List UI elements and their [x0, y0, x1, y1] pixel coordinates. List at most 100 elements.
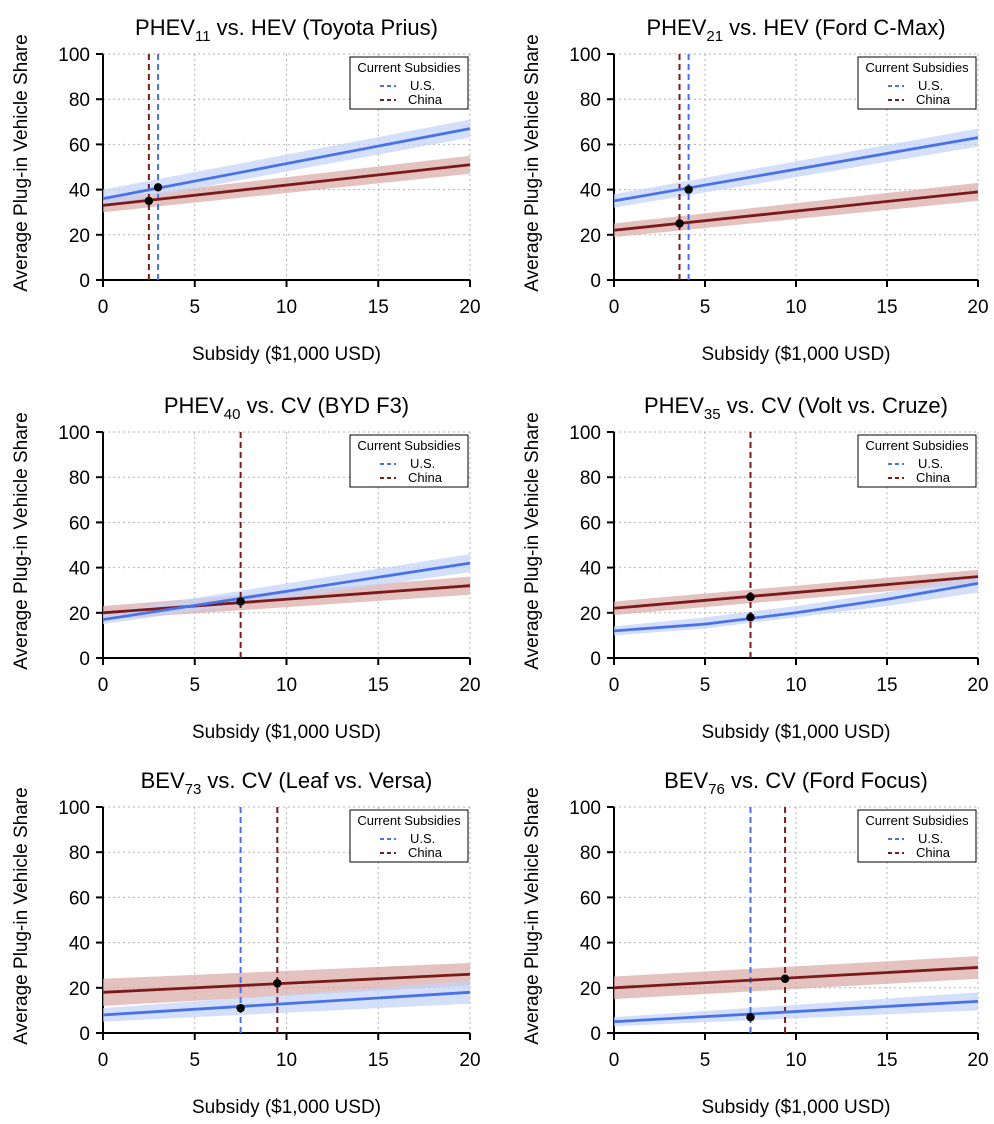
x-axis-label: Subsidy ($1,000 USD) [701, 722, 890, 743]
subsidy-marker [746, 613, 755, 622]
y-tick-label: 0 [79, 649, 90, 670]
x-tick-label: 0 [609, 297, 620, 318]
y-tick-label: 20 [580, 604, 601, 625]
y-tick-label: 100 [58, 798, 90, 819]
x-tick-label: 0 [609, 1050, 620, 1071]
legend-us-label: U.S. [918, 831, 943, 846]
y-axis-label: Average Plug-in Vehicle Share [522, 787, 543, 1044]
x-axis-label: Subsidy ($1,000 USD) [192, 722, 381, 743]
subsidy-marker [144, 196, 154, 206]
y-tick-label: 60 [580, 888, 601, 909]
chart-title-main: PHEV [135, 15, 195, 40]
us-series-line [102, 127, 471, 201]
chart-panel-6: 0 5 10 15 20 0 20 40 60 80 100 Subsidy ($1,000 USD)… [522, 768, 989, 1118]
china-series-line [613, 190, 979, 232]
y-tick-label: 80 [580, 468, 601, 489]
legend: Current Subsidies U.S.China [857, 434, 977, 488]
legend-box [349, 809, 469, 863]
legend-box [857, 56, 977, 110]
x-tick-label: 0 [609, 675, 620, 696]
x-tick-label: 5 [700, 297, 711, 318]
y-tick-label: 0 [590, 649, 601, 670]
legend-us-label: U.S. [410, 78, 435, 93]
y-tick-label: 100 [58, 423, 90, 444]
y-tick-label: 20 [69, 979, 90, 1000]
subsidy-marker [746, 592, 755, 602]
chart-title: PHEV35 vs. CV (Volt vs. Cruze) [644, 393, 948, 423]
y-tick-label: 60 [580, 513, 601, 534]
us-confidence-band [614, 574, 978, 636]
x-axis-label: Subsidy ($1,000 USD) [701, 344, 890, 365]
legend-china-label: China [916, 470, 951, 485]
x-tick-label: 10 [276, 1050, 297, 1071]
legend-us-label: U.S. [918, 78, 943, 93]
x-tick-label: 20 [967, 1050, 988, 1071]
china-series-line [613, 575, 979, 610]
china-series-line [102, 972, 471, 994]
subsidy-marker [684, 185, 693, 194]
chart-title-main: BEV [664, 768, 708, 793]
y-tick-label: 20 [69, 604, 90, 625]
chart-title: PHEV21 vs. HEV (Ford C-Max) [646, 15, 945, 45]
chart-title: BEV76 vs. CV (Ford Focus) [664, 768, 928, 798]
x-tick-label: 15 [368, 675, 389, 696]
chart-title-subscript: 11 [195, 28, 211, 45]
y-tick-label: 20 [580, 979, 601, 1000]
y-tick-label: 0 [590, 271, 601, 292]
chart-panel-4: 0 5 10 15 20 0 20 40 60 80 100 Subsidy ($1,000 USD)… [522, 393, 989, 743]
legend-china-label: China [916, 92, 951, 107]
chart-title-main: PHEV [164, 393, 224, 418]
legend-title: Current Subsidies [865, 438, 969, 453]
us-series-line [613, 136, 979, 203]
legend: Current Subsidies U.S.China [857, 809, 977, 863]
legend-us-label: U.S. [918, 456, 943, 471]
x-tick-label: 5 [700, 1050, 711, 1071]
chart-title-subscript: 76 [708, 781, 725, 798]
x-tick-label: 0 [98, 1050, 109, 1071]
x-tick-label: 20 [459, 297, 480, 318]
legend-title: Current Subsidies [865, 60, 969, 75]
us-series-line [102, 561, 471, 621]
chart-panel-5: 0 5 10 15 20 0 20 40 60 80 100 Subsidy ($1,000 USD)… [11, 768, 481, 1118]
x-tick-label: 10 [276, 675, 297, 696]
legend-title: Current Subsidies [357, 813, 461, 828]
legend-title: Current Subsidies [357, 438, 461, 453]
legend-us-label: U.S. [410, 456, 435, 471]
chart-title: PHEV40 vs. CV (BYD F3) [164, 393, 409, 423]
legend-china-label: China [916, 845, 951, 860]
y-tick-label: 60 [69, 513, 90, 534]
chart-title-rest: vs. CV (Ford Focus) [725, 768, 928, 793]
y-tick-label: 80 [580, 90, 601, 111]
x-tick-label: 15 [368, 297, 389, 318]
subsidy-marker [153, 183, 163, 192]
legend-box [349, 56, 469, 110]
legend-china-label: China [408, 845, 443, 860]
y-tick-label: 100 [58, 45, 90, 66]
x-tick-label: 15 [368, 1050, 389, 1071]
chart-title-rest: vs. CV (Volt vs. Cruze) [721, 393, 948, 418]
legend-title: Current Subsidies [357, 60, 461, 75]
x-tick-label: 0 [98, 675, 109, 696]
chart-title-main: PHEV [644, 393, 704, 418]
x-axis-label: Subsidy ($1,000 USD) [192, 344, 381, 365]
legend-china-label: China [408, 470, 443, 485]
legend: Current Subsidies U.S.China [349, 809, 469, 863]
china-series-line [613, 966, 979, 990]
y-tick-label: 40 [69, 559, 90, 580]
y-axis-label: Average Plug-in Vehicle Share [11, 34, 32, 291]
y-axis-label: Average Plug-in Vehicle Share [11, 412, 32, 669]
x-tick-label: 20 [967, 675, 988, 696]
subsidy-marker [236, 1003, 245, 1013]
x-axis-label: Subsidy ($1,000 USD) [701, 1097, 890, 1118]
y-tick-label: 20 [580, 226, 601, 247]
y-tick-label: 40 [580, 181, 601, 202]
y-axis-label: Average Plug-in Vehicle Share [522, 412, 543, 669]
legend-title: Current Subsidies [865, 813, 969, 828]
chart-title: BEV73 vs. CV (Leaf vs. Versa) [141, 768, 433, 798]
x-tick-label: 15 [876, 297, 897, 318]
legend-us-label: U.S. [410, 831, 435, 846]
y-tick-label: 0 [590, 1024, 601, 1045]
us-series-line [613, 582, 979, 633]
chart-title: PHEV11 vs. HEV (Toyota Prius) [135, 15, 438, 45]
y-tick-label: 100 [569, 798, 601, 819]
